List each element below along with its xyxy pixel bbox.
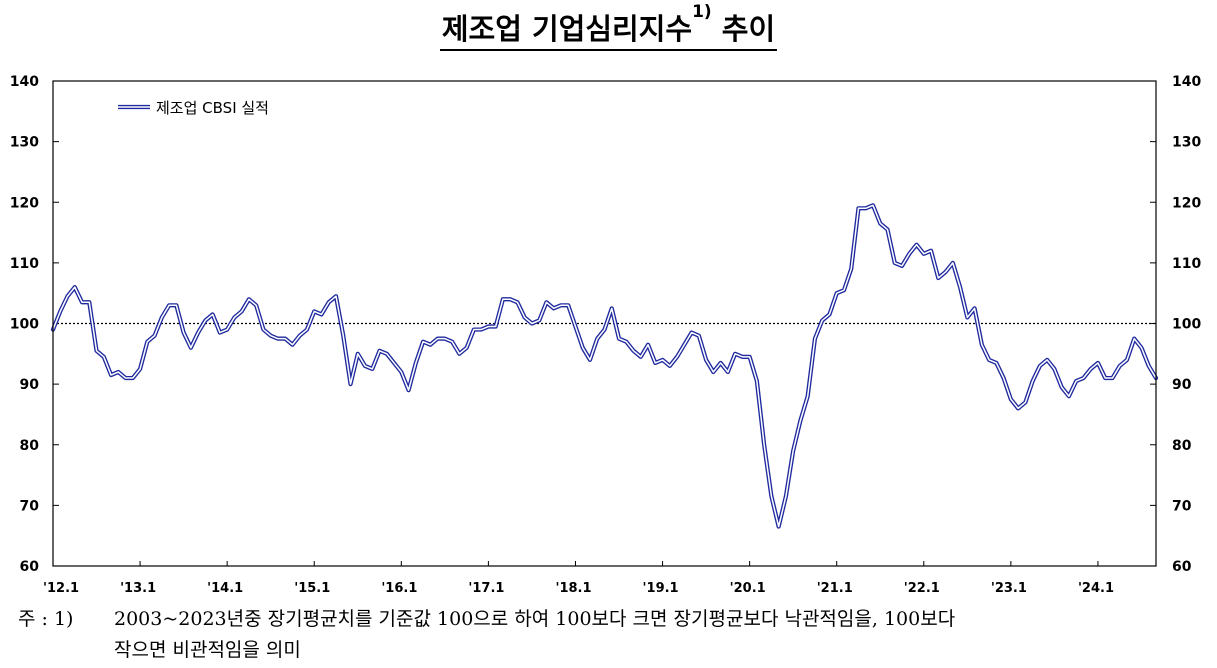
y-tick-label-left: 80 xyxy=(20,438,40,454)
y-tick-label-right: 140 xyxy=(1172,74,1201,90)
x-tick-label: '22.1 xyxy=(904,581,940,596)
title-main: 제조업 기업심리지수 xyxy=(441,12,693,46)
y-tick-label-right: 100 xyxy=(1172,317,1201,333)
x-tick-label: '24.1 xyxy=(1078,581,1114,596)
footnote-line-2: 작으면 비관적임을 의미 xyxy=(114,639,301,661)
series-line-core xyxy=(52,204,1157,528)
y-tick-label-right: 120 xyxy=(1172,195,1201,211)
y-tick-label-right: 90 xyxy=(1172,377,1192,393)
x-tick-label: '16.1 xyxy=(381,581,417,596)
line-chart: 60 60 70 70 80 80 90 90 100 100 110 110 120 120 130 130… xyxy=(10,74,1202,596)
y-tick-label-left: 110 xyxy=(10,256,39,272)
x-tick-label: '14.1 xyxy=(207,581,243,596)
x-tick-label: '19.1 xyxy=(643,581,679,596)
y-tick-label-right: 110 xyxy=(1172,256,1201,272)
y-tick-label-right: 130 xyxy=(1172,135,1201,151)
plot-area xyxy=(52,80,1157,567)
x-tick-label: '15.1 xyxy=(294,581,330,596)
y-tick-label-left: 70 xyxy=(20,498,40,514)
y-tick-label-right: 60 xyxy=(1172,559,1192,575)
footnote: 주 : 1) 2003~2023년중 장기평균치를 기준값 100으로 하여 10… xyxy=(18,604,1213,666)
y-tick-label-left: 140 xyxy=(10,74,39,90)
x-tick-label: '18.1 xyxy=(555,581,591,596)
series-line xyxy=(50,203,1159,529)
legend-label: 제조업 CBSI 실적 xyxy=(156,99,269,117)
y-tick-label-left: 130 xyxy=(10,135,39,151)
y-tick-label-right: 80 xyxy=(1172,438,1192,454)
x-tick-label: '23.1 xyxy=(991,581,1027,596)
footnote-line-1: 2003~2023년중 장기평균치를 기준값 100으로 하여 100보다 크면… xyxy=(114,608,956,630)
footnote-lead: 주 : 1) xyxy=(18,608,74,630)
legend: 제조업 CBSI 실적 xyxy=(118,99,269,117)
y-tick-label-left: 120 xyxy=(10,195,39,211)
x-tick-label: '12.1 xyxy=(43,581,79,596)
x-tick-label: '21.1 xyxy=(817,581,853,596)
x-tick-label: '13.1 xyxy=(120,581,156,596)
title-tail: 추이 xyxy=(721,12,776,46)
x-tick-label: '17.1 xyxy=(468,581,504,596)
y-tick-label-left: 100 xyxy=(10,317,39,333)
x-tick-label: '20.1 xyxy=(730,581,766,596)
y-tick-label-left: 60 xyxy=(20,559,40,575)
title-footnote-marker: 1) xyxy=(692,2,712,22)
y-tick-label-left: 90 xyxy=(20,377,40,393)
chart-title: 제조업 기업심리지수1) 추이 xyxy=(0,2,1217,51)
y-tick-label-right: 70 xyxy=(1172,498,1192,514)
